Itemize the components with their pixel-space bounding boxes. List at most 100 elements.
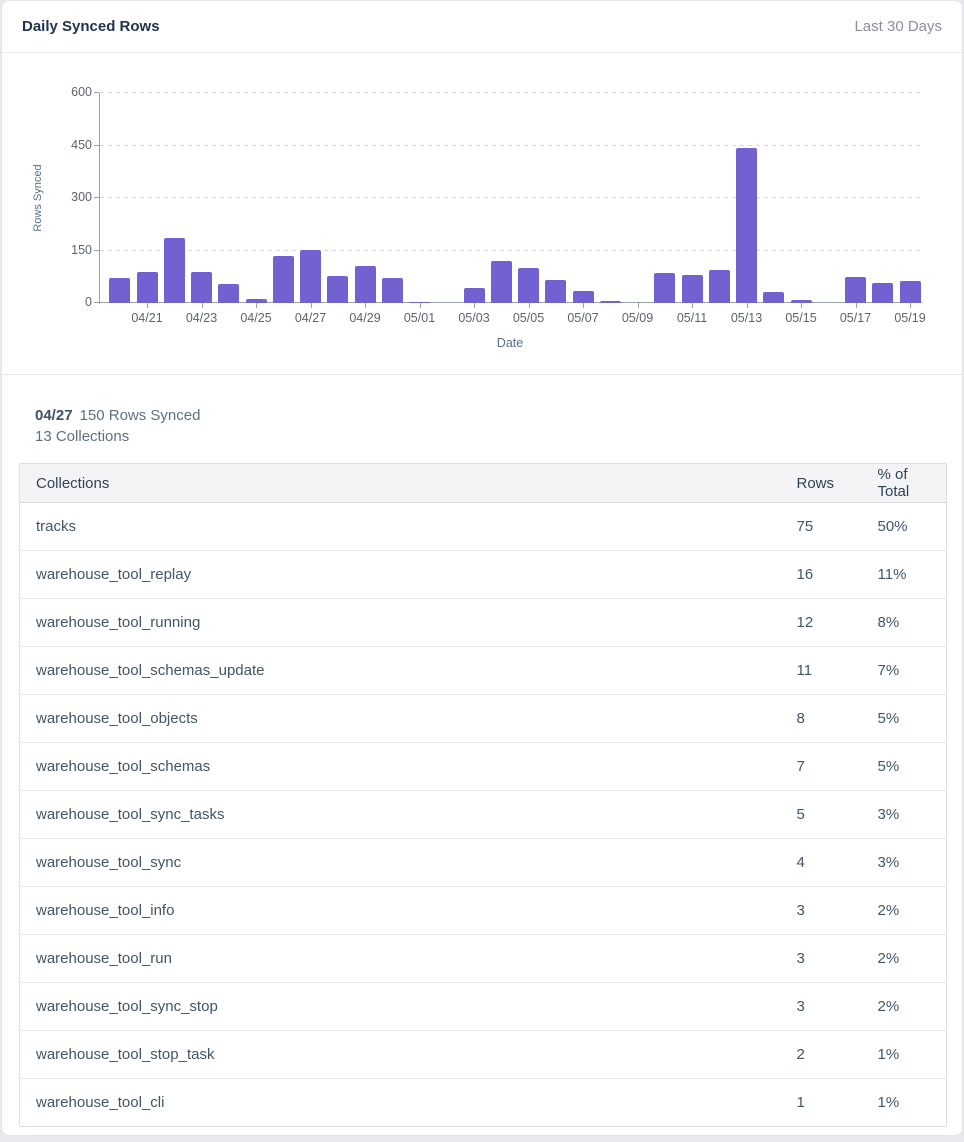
chart-bar-04/28[interactable] xyxy=(327,276,349,303)
period-label: Last 30 Days xyxy=(854,18,942,35)
chart-bar-05/10[interactable] xyxy=(654,273,676,303)
x-tick-mark xyxy=(419,303,421,308)
chart-bar-05/17[interactable] xyxy=(845,277,866,303)
card-header: Daily Synced Rows Last 30 Days xyxy=(2,1,962,53)
cell-rows: 1 xyxy=(796,1078,878,1127)
cell-pct: 50% xyxy=(877,517,908,535)
selected-collections-count: 13 Collections xyxy=(35,428,130,445)
cell-rows: 4 xyxy=(796,838,878,887)
table-row-warehouse_tool_sync: warehouse_tool_sync 4 3% xyxy=(19,838,947,887)
x-tick-mark xyxy=(583,303,584,308)
chart-bar-04/27[interactable] xyxy=(300,250,321,303)
chart-bar-05/08[interactable] xyxy=(599,301,621,303)
cell-rows: 5 xyxy=(796,790,878,839)
x-tick-mark xyxy=(855,303,857,308)
table-row-warehouse_tool_sync_tasks: warehouse_tool_sync_tasks 5 3% xyxy=(19,790,947,839)
chart-bar-05/05[interactable] xyxy=(518,268,539,303)
x-tick-label-05/01: 05/01 xyxy=(403,311,436,325)
selected-day-summary: 04/27 150 Rows Synced 13 Collections xyxy=(2,375,962,463)
chart-bar-05/01[interactable] xyxy=(409,302,430,303)
cell-collection: warehouse_tool_cli xyxy=(19,1078,797,1127)
x-tick-label-05/15: 05/15 xyxy=(785,311,817,325)
x-tick-mark xyxy=(692,303,693,308)
cell-collection: warehouse_tool_replay xyxy=(19,550,797,599)
chart-bar-04/24[interactable] xyxy=(218,284,240,303)
chart-bar-05/14[interactable] xyxy=(763,292,785,303)
x-tick-mark xyxy=(528,303,530,308)
cell-rows: 3 xyxy=(796,886,878,935)
cell-pct: 5% xyxy=(877,742,947,791)
cell-pct: 2% xyxy=(877,934,947,983)
chart-bar-04/21[interactable] xyxy=(136,272,158,303)
x-tick-label-04/29: 04/29 xyxy=(349,311,381,325)
card-title: Daily Synced Rows xyxy=(22,18,160,35)
x-tick-mark xyxy=(147,303,148,308)
gridline-450 xyxy=(100,144,922,146)
cell-rows: 3 xyxy=(796,982,878,1031)
table-row-warehouse_tool_schemas_update: warehouse_tool_schemas_update 11 7% xyxy=(19,646,947,695)
collections-table-wrap: Collections Rows% of Total tracks 75 50% war… xyxy=(19,463,947,1127)
cell-pct: 8% xyxy=(877,598,947,647)
cell-collection: warehouse_tool_sync_stop xyxy=(19,982,797,1031)
chart-bar-04/23[interactable] xyxy=(191,272,212,303)
cell-collection: warehouse_tool_sync_tasks xyxy=(19,790,797,839)
cell-rows: 16 xyxy=(796,550,878,599)
cell-rows: 3 xyxy=(796,934,878,983)
cell-pct: 7% xyxy=(877,646,947,695)
cell-pct: 2% xyxy=(877,886,947,935)
x-tick-label-04/21: 04/21 xyxy=(131,311,163,325)
chart-bar-05/18[interactable] xyxy=(872,283,894,303)
column-header-collections: Collections xyxy=(19,463,797,503)
cell-pct: 2% xyxy=(877,982,947,1031)
cell-rows: 11 xyxy=(796,646,878,695)
chart-bar-04/25[interactable] xyxy=(245,299,267,303)
cell-collection: warehouse_tool_schemas xyxy=(19,742,797,791)
chart-bar-05/12[interactable] xyxy=(708,270,730,303)
y-axis-title: Rows Synced xyxy=(32,164,44,232)
table-header: Collections Rows% of Total xyxy=(19,463,947,503)
table-row-warehouse_tool_objects: warehouse_tool_objects 8 5% xyxy=(19,694,947,743)
y-tick-mark xyxy=(94,249,99,251)
x-axis-title: Date xyxy=(496,336,524,350)
chart-bar-05/15[interactable] xyxy=(790,300,812,303)
chart-bar-05/19[interactable] xyxy=(899,281,921,303)
x-tick-label-05/03: 05/03 xyxy=(458,311,490,325)
cell-collection: warehouse_tool_sync xyxy=(19,838,797,887)
chart-bar-04/26[interactable] xyxy=(272,256,294,303)
chart-bar-05/07[interactable] xyxy=(572,291,594,303)
table-row-warehouse_tool_sync_stop: warehouse_tool_sync_stop 3 2% xyxy=(19,982,947,1031)
cell-pct: 3% xyxy=(877,790,947,839)
table-row-warehouse_tool_info: warehouse_tool_info 3 2% xyxy=(19,886,947,935)
gridline-150 xyxy=(100,249,922,251)
x-tick-label-05/19: 05/19 xyxy=(894,311,926,325)
chart-bar-05/06[interactable] xyxy=(545,280,567,303)
cell-collection: warehouse_tool_run xyxy=(19,934,797,983)
chart-bar-04/20[interactable] xyxy=(109,278,131,303)
y-tick-label-600: 600 xyxy=(71,85,92,99)
x-tick-mark xyxy=(365,303,366,308)
x-tick-label-04/23: 04/23 xyxy=(185,311,218,325)
chart-bar-04/29[interactable] xyxy=(354,266,376,303)
table-body: tracks 75 50% warehouse_tool_replay 16 11% war… xyxy=(19,503,947,1127)
y-tick-mark xyxy=(94,144,99,146)
table-row-warehouse_tool_running: warehouse_tool_running 12 8% xyxy=(19,598,947,647)
cell-collection: warehouse_tool_objects xyxy=(19,694,797,743)
x-tick-label-05/11: 05/11 xyxy=(676,311,708,325)
gridline-300 xyxy=(100,197,922,198)
chart-bar-05/13[interactable] xyxy=(736,148,757,303)
cell-rows: 2 xyxy=(796,1030,878,1079)
y-tick-mark xyxy=(94,302,99,303)
chart-bar-04/22[interactable] xyxy=(163,238,185,303)
cell-collection: warehouse_tool_schemas_update xyxy=(19,646,797,695)
selected-date: 04/27 xyxy=(35,407,73,424)
y-tick-label-300: 300 xyxy=(71,190,92,204)
cell-rows: 75 xyxy=(796,517,814,535)
chart-bar-05/03[interactable] xyxy=(463,288,485,303)
cell-collection: warehouse_tool_info xyxy=(19,886,797,935)
column-header-rows: Rows xyxy=(796,463,878,503)
cell-rows: 12 xyxy=(796,598,878,647)
column-header--of-total: % of Total xyxy=(877,463,947,503)
chart-bar-04/30[interactable] xyxy=(381,278,403,303)
chart-bar-05/04[interactable] xyxy=(490,261,512,303)
chart-bar-05/11[interactable] xyxy=(681,275,703,303)
